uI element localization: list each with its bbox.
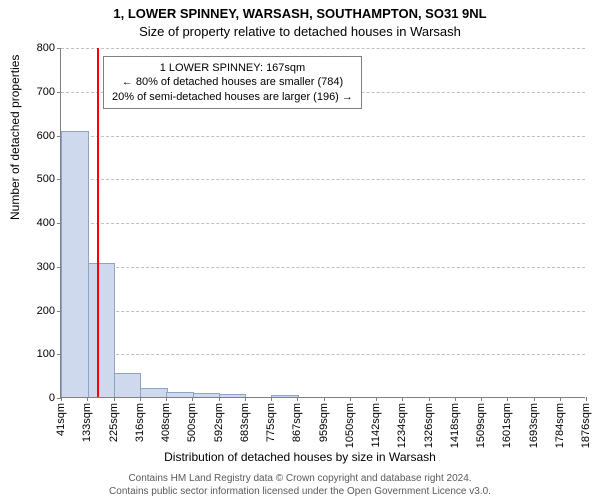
- x-tick-mark: [219, 397, 220, 401]
- chart-footer: Contains HM Land Registry data © Crown c…: [0, 472, 600, 498]
- x-tick-mark: [534, 397, 535, 401]
- x-tick-label: 133sqm: [81, 403, 93, 442]
- y-axis-title: Number of detached properties: [8, 55, 22, 220]
- x-tick-mark: [297, 397, 298, 401]
- x-tick-mark: [507, 397, 508, 401]
- y-tick-label: 800: [37, 42, 55, 54]
- x-tick-label: 1784sqm: [554, 403, 566, 448]
- x-tick-mark: [114, 397, 115, 401]
- y-tick-label: 600: [37, 130, 55, 142]
- chart-title-main: 1, LOWER SPINNEY, WARSASH, SOUTHAMPTON, …: [0, 6, 600, 21]
- x-tick-mark: [402, 397, 403, 401]
- annotation-line: 1 LOWER SPINNEY: 167sqm: [112, 61, 353, 75]
- histogram-bar: [61, 131, 89, 397]
- y-tick-label: 500: [37, 173, 55, 185]
- histogram-bar: [140, 388, 168, 397]
- x-tick-mark: [350, 397, 351, 401]
- x-tick-label: 1234sqm: [396, 403, 408, 448]
- x-tick-mark: [245, 397, 246, 401]
- x-tick-mark: [140, 397, 141, 401]
- x-tick-mark: [429, 397, 430, 401]
- x-tick-mark: [324, 397, 325, 401]
- histogram-bar: [166, 392, 194, 397]
- y-tick-mark: [57, 92, 61, 93]
- y-tick-label: 300: [37, 261, 55, 273]
- reference-line: [97, 48, 99, 397]
- x-tick-label: 500sqm: [186, 403, 198, 442]
- y-tick-label: 700: [37, 86, 55, 98]
- gridline: [61, 136, 585, 137]
- x-tick-mark: [61, 397, 62, 401]
- histogram-bar: [114, 373, 142, 397]
- annotation-line: 20% of semi-detached houses are larger (…: [112, 90, 353, 104]
- x-tick-label: 592sqm: [213, 403, 225, 442]
- footer-line-1: Contains HM Land Registry data © Crown c…: [0, 472, 600, 485]
- x-tick-label: 1326sqm: [423, 403, 435, 448]
- y-tick-label: 400: [37, 217, 55, 229]
- y-tick-label: 100: [37, 348, 55, 360]
- footer-line-2: Contains public sector information licen…: [0, 485, 600, 498]
- plot-area: 010020030040050060070080041sqm133sqm225s…: [60, 48, 585, 398]
- gridline: [61, 179, 585, 180]
- x-tick-label: 1693sqm: [528, 403, 540, 448]
- chart-area: 010020030040050060070080041sqm133sqm225s…: [60, 48, 585, 398]
- x-tick-label: 867sqm: [291, 403, 303, 442]
- x-tick-label: 1050sqm: [344, 403, 356, 448]
- x-tick-mark: [271, 397, 272, 401]
- x-tick-label: 1509sqm: [475, 403, 487, 448]
- gridline: [61, 311, 585, 312]
- chart-container: 1, LOWER SPINNEY, WARSASH, SOUTHAMPTON, …: [0, 0, 600, 500]
- x-tick-mark: [166, 397, 167, 401]
- x-axis-title: Distribution of detached houses by size …: [0, 450, 600, 464]
- annotation-box: 1 LOWER SPINNEY: 167sqm← 80% of detached…: [103, 56, 362, 109]
- histogram-bar: [271, 395, 299, 397]
- gridline: [61, 267, 585, 268]
- x-tick-label: 775sqm: [265, 403, 277, 442]
- y-tick-label: 200: [37, 305, 55, 317]
- x-tick-label: 1142sqm: [370, 403, 382, 447]
- x-tick-label: 1418sqm: [449, 403, 461, 448]
- x-tick-mark: [455, 397, 456, 401]
- x-tick-label: 408sqm: [160, 403, 172, 442]
- x-tick-mark: [481, 397, 482, 401]
- chart-title-sub: Size of property relative to detached ho…: [0, 24, 600, 39]
- gridline: [61, 223, 585, 224]
- histogram-bar: [193, 393, 221, 397]
- x-tick-label: 683sqm: [239, 403, 251, 442]
- x-tick-mark: [87, 397, 88, 401]
- x-tick-mark: [376, 397, 377, 401]
- x-tick-mark: [560, 397, 561, 401]
- x-tick-label: 225sqm: [108, 403, 120, 442]
- y-tick-mark: [57, 48, 61, 49]
- x-tick-label: 959sqm: [318, 403, 330, 442]
- gridline: [61, 48, 585, 49]
- x-tick-label: 41sqm: [55, 403, 67, 436]
- annotation-line: ← 80% of detached houses are smaller (78…: [112, 75, 353, 89]
- x-tick-label: 1876sqm: [580, 403, 592, 448]
- x-tick-mark: [586, 397, 587, 401]
- x-tick-mark: [192, 397, 193, 401]
- histogram-bar: [219, 394, 247, 397]
- x-tick-label: 316sqm: [134, 403, 146, 442]
- histogram-bar: [88, 263, 116, 397]
- x-tick-label: 1601sqm: [501, 403, 513, 448]
- gridline: [61, 354, 585, 355]
